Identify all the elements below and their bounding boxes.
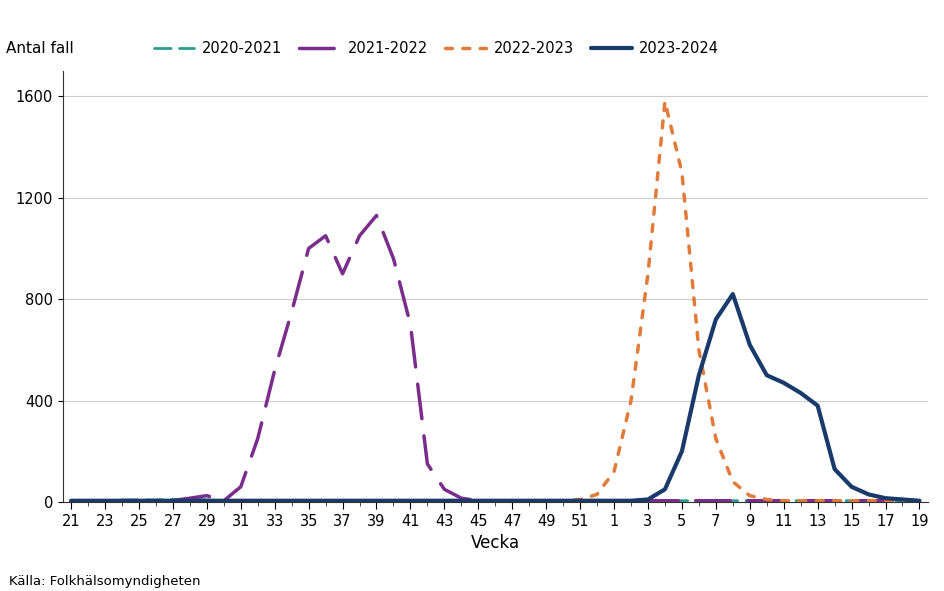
2022-2023	[65, 497, 76, 504]
2023-2024	[252, 497, 263, 504]
2022-2023	[337, 497, 348, 504]
2022-2023	[625, 397, 636, 404]
2020-2021	[642, 497, 653, 504]
2023-2024	[337, 497, 348, 504]
2021-2022	[370, 212, 381, 219]
Line: 2022-2023: 2022-2023	[71, 102, 919, 501]
2021-2022	[320, 232, 331, 239]
2021-2022	[337, 270, 348, 277]
2022-2023	[913, 497, 924, 504]
2023-2024	[896, 496, 907, 503]
2020-2021	[65, 497, 76, 504]
2020-2021	[337, 497, 348, 504]
2022-2023	[659, 98, 670, 105]
2022-2023	[693, 346, 704, 353]
Text: Antal fall: Antal fall	[7, 41, 74, 56]
2020-2021	[269, 497, 280, 504]
2021-2022	[252, 435, 263, 442]
2021-2022	[913, 497, 924, 504]
2020-2021	[913, 497, 924, 504]
Legend: 2020-2021, 2021-2022, 2022-2023, 2023-2024: 2020-2021, 2021-2022, 2022-2023, 2023-20…	[147, 35, 724, 62]
2022-2023	[896, 497, 907, 504]
2023-2024	[625, 497, 636, 504]
Text: Källa: Folkhälsomyndigheten: Källa: Folkhälsomyndigheten	[9, 575, 201, 588]
Line: 2023-2024: 2023-2024	[71, 294, 919, 501]
2022-2023	[252, 497, 263, 504]
2020-2021	[353, 497, 364, 504]
Line: 2021-2022: 2021-2022	[71, 216, 919, 501]
2023-2024	[320, 497, 331, 504]
2023-2024	[913, 497, 924, 504]
2020-2021	[693, 497, 704, 504]
2023-2024	[676, 448, 687, 455]
Line: 2020-2021: 2020-2021	[71, 499, 919, 501]
2021-2022	[642, 497, 653, 504]
2023-2024	[726, 291, 737, 298]
2021-2022	[65, 497, 76, 504]
2020-2021	[896, 497, 907, 504]
2022-2023	[320, 497, 331, 504]
2021-2022	[896, 497, 907, 504]
2021-2022	[693, 497, 704, 504]
X-axis label: Vecka: Vecka	[470, 534, 519, 553]
2023-2024	[65, 497, 76, 504]
2020-2021	[184, 495, 195, 502]
